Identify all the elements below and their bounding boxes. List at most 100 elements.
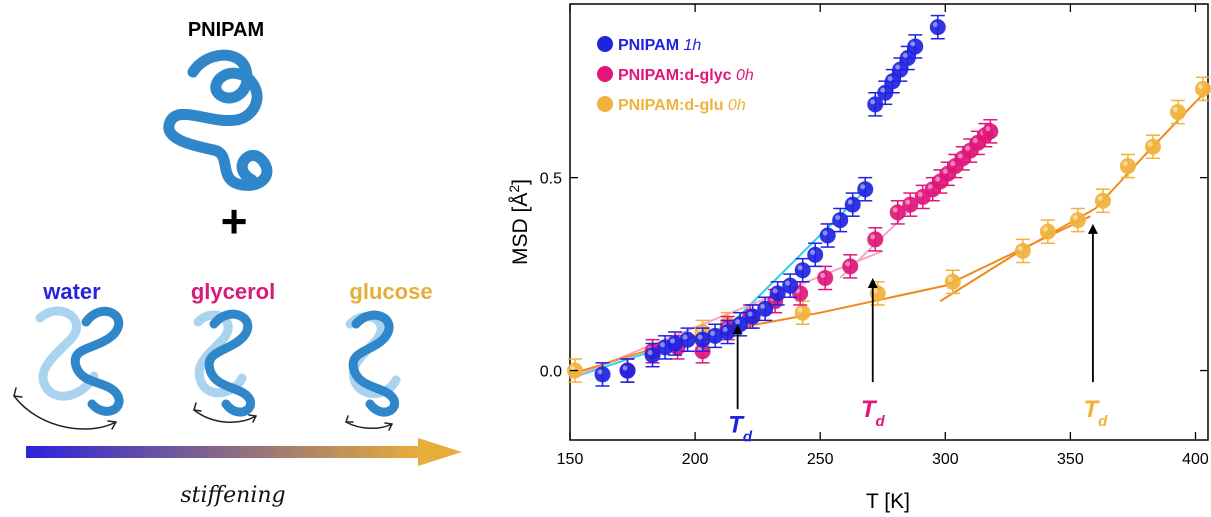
marker bbox=[619, 362, 636, 379]
marker-highlight bbox=[1122, 161, 1128, 167]
marker bbox=[1119, 158, 1136, 175]
marker bbox=[867, 231, 884, 248]
td-annotation-1: Td bbox=[861, 277, 886, 430]
marker bbox=[1169, 104, 1186, 121]
fit-line-series-0-fit-high bbox=[714, 184, 871, 341]
marker-highlight bbox=[950, 161, 956, 167]
svg-text:PNIPAM 1h: PNIPAM 1h bbox=[618, 37, 701, 54]
marker-highlight bbox=[985, 126, 991, 132]
marker-highlight bbox=[870, 99, 876, 105]
marker-highlight bbox=[570, 365, 576, 371]
legend-entry-d-glyc-0h: PNIPAM:d-glyc 0h bbox=[597, 66, 754, 84]
data-point-series-0 bbox=[844, 192, 861, 217]
data-point-series-2 bbox=[1094, 188, 1111, 214]
marker-highlight bbox=[797, 307, 803, 313]
legend-marker-pnipam-1h bbox=[597, 36, 613, 52]
marker bbox=[899, 50, 916, 67]
stiffening-arrow bbox=[26, 438, 462, 466]
marker bbox=[832, 212, 849, 229]
marker bbox=[1039, 223, 1056, 240]
data-point-series-2 bbox=[1169, 99, 1186, 125]
marker-highlight bbox=[735, 319, 741, 325]
marker bbox=[679, 331, 696, 348]
td-label-main: T bbox=[728, 411, 745, 438]
marker bbox=[944, 273, 961, 290]
x-tick-label: 300 bbox=[932, 451, 959, 468]
data-point-series-1 bbox=[889, 200, 906, 225]
marker-highlight bbox=[935, 176, 941, 182]
marker-highlight bbox=[957, 153, 963, 159]
axis-ticks: 150 200 250 300 350 400 0.0 0.5 bbox=[540, 4, 1209, 468]
marker bbox=[782, 277, 799, 294]
data-point-series-0 bbox=[832, 207, 849, 233]
data-point-series-2 bbox=[944, 269, 961, 295]
marker-highlight bbox=[710, 330, 716, 336]
schematic-panel: PNIPAM + water glycerol glucose bbox=[13, 19, 462, 508]
stiffening-label: stiffening bbox=[180, 483, 285, 508]
x-tick-label: 200 bbox=[682, 451, 709, 468]
data-point-series-0 bbox=[769, 281, 786, 306]
x-tick-label: 250 bbox=[807, 451, 834, 468]
glucose-coil-icon bbox=[345, 310, 401, 431]
marker-highlight bbox=[860, 184, 866, 190]
marker bbox=[794, 262, 811, 279]
data-point-series-0 bbox=[929, 14, 946, 40]
solvent-label-water: water bbox=[42, 279, 101, 304]
td-label-main: T bbox=[1083, 396, 1100, 423]
data-point-series-0 bbox=[719, 319, 736, 345]
marker-highlight bbox=[870, 234, 876, 240]
marker bbox=[857, 181, 874, 198]
data-point-series-0 bbox=[782, 273, 799, 298]
x-axis-title: T [K] bbox=[866, 490, 910, 513]
marker-highlight bbox=[905, 199, 911, 205]
td-label: Td bbox=[861, 396, 886, 430]
data-point-series-0 bbox=[857, 176, 874, 202]
marker bbox=[807, 246, 824, 263]
marker-highlight bbox=[682, 334, 688, 340]
marker-highlight bbox=[747, 311, 753, 317]
td-arrow-head bbox=[1087, 223, 1098, 234]
solvent-label-glycerol: glycerol bbox=[191, 279, 275, 304]
data-point-series-2 bbox=[1119, 153, 1136, 179]
legend-label-d-glu-0h: PNIPAM:d-glu bbox=[618, 97, 723, 114]
marker-highlight bbox=[845, 261, 851, 267]
legend-label-pnipam-1h: PNIPAM bbox=[618, 37, 679, 54]
marker-highlight bbox=[810, 249, 816, 255]
td-annotation-2: Td bbox=[1083, 223, 1108, 429]
marker-highlight bbox=[932, 22, 938, 28]
marker-highlight bbox=[820, 272, 826, 278]
marker-highlight bbox=[872, 288, 878, 294]
marker-highlight bbox=[910, 41, 916, 47]
marker-highlight bbox=[647, 350, 653, 356]
y-axis-title-main: MSD [Å bbox=[509, 193, 532, 265]
marker-highlight bbox=[880, 87, 886, 93]
data-point-series-2 bbox=[1144, 134, 1161, 160]
marker-highlight bbox=[1017, 245, 1023, 251]
marker bbox=[844, 196, 861, 213]
data-point-series-1 bbox=[867, 227, 884, 252]
legend-marker-d-glu-0h bbox=[597, 96, 613, 112]
data-point-series-2 bbox=[1069, 207, 1086, 233]
marker-highlight bbox=[1097, 195, 1103, 201]
marker-highlight bbox=[797, 265, 803, 271]
data-point-series-0 bbox=[694, 327, 711, 353]
marker bbox=[719, 323, 736, 340]
marker-highlight bbox=[760, 303, 766, 309]
legend-suffix-d-glyc-0h: 0h bbox=[736, 67, 754, 84]
marker-highlight bbox=[697, 334, 703, 340]
marker bbox=[842, 258, 859, 275]
td-arrow-head bbox=[732, 324, 743, 335]
legend-suffix-pnipam-1h: 1h bbox=[684, 37, 702, 54]
marker bbox=[757, 300, 774, 317]
marker bbox=[869, 285, 886, 302]
polymer-coil-icon bbox=[163, 49, 273, 191]
legend-entry-d-glu-0h: PNIPAM:d-glu 0h bbox=[597, 96, 746, 114]
marker bbox=[644, 347, 661, 364]
fit-line-series-2-fit-high bbox=[939, 88, 1209, 302]
marker bbox=[769, 285, 786, 302]
marker bbox=[744, 308, 761, 325]
marker bbox=[1144, 138, 1161, 155]
data-point-series-0 bbox=[892, 57, 909, 82]
data-point-series-1 bbox=[842, 254, 859, 279]
